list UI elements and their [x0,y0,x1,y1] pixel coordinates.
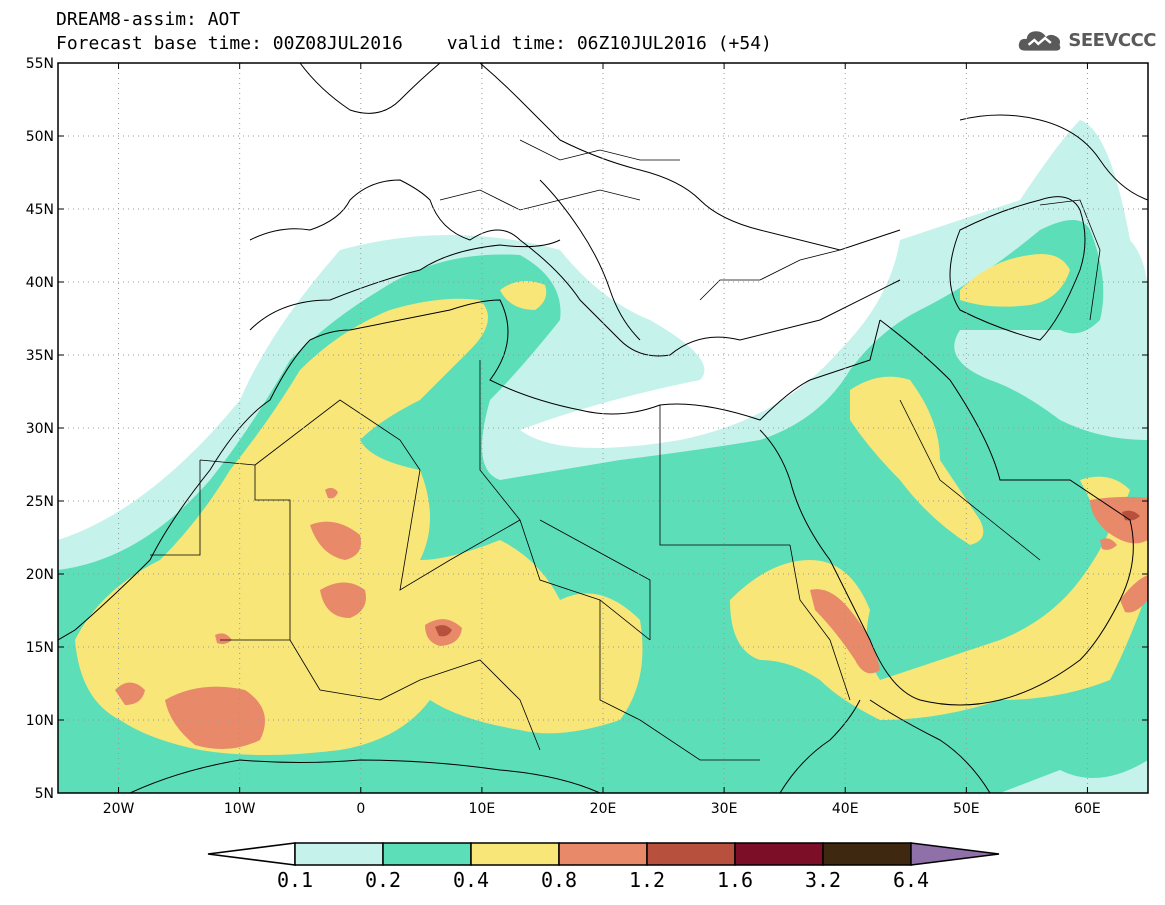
colorbar-label: 0.8 [541,868,577,892]
lon-tick-label: 20W [103,801,135,817]
lat-tick-label: 50N [26,129,54,145]
colorbar-label: 3.2 [805,868,841,892]
lat-tick-label: 20N [26,567,54,583]
forecast-base-time: Forecast base time: 00Z08JUL2016 [56,33,403,54]
lon-tick-label: 10W [224,801,256,817]
latitude-axis: 55N 50N 45N 40N 35N 30N 25N 20N 15N 10N 5N [26,56,1148,802]
map-title: DREAM8-assim: AOT [56,9,241,30]
colorbar-swatch [470,842,560,866]
longitude-axis: 20W 10W 0 10E 20E 30E 40E 50E 60E [103,63,1101,817]
map-subtitle: Forecast base time: 00Z08JUL2016 valid ti… [56,34,772,54]
colorbar-label: 6.4 [893,868,929,892]
lat-tick-label: 25N [26,494,54,510]
lon-tick-label: 50E [953,801,980,817]
colorbar-label: 1.2 [629,868,665,892]
colorbar-label: 0.2 [365,868,401,892]
gridlines [58,63,1148,793]
colorbar-swatch [734,842,824,866]
colorbar-label: 1.6 [717,868,753,892]
lat-tick-label: 15N [26,640,54,656]
coastlines [58,63,1148,793]
logo-text: SEEVCCC [1068,29,1156,51]
colorbar-swatch [294,842,384,866]
lon-tick-label: 30E [711,801,738,817]
lat-tick-label: 35N [26,348,54,364]
lat-tick-label: 55N [26,56,54,72]
lon-tick-label: 0 [356,801,365,817]
colorbar-over-arrow [910,842,1000,866]
lat-tick-label: 10N [26,713,54,729]
colorbar-under-arrow [207,842,296,866]
colorbar-label: 0.4 [453,868,489,892]
lat-tick-label: 30N [26,421,54,437]
political-borders [150,139,1101,761]
cloud-icon [1018,31,1061,51]
seevccc-logo: SEEVCCC [1016,22,1156,58]
valid-time: valid time: 06Z10JUL2016 (+54) [446,33,772,54]
lon-tick-label: 20E [590,801,617,817]
colorbar-swatch [646,842,736,866]
colorbar-label: 0.1 [277,868,313,892]
lat-tick-label: 5N [35,786,54,802]
lon-tick-label: 60E [1074,801,1101,817]
aot-field-1.2-1.6 [435,510,1140,637]
lat-tick-label: 45N [26,202,54,218]
lon-tick-label: 40E [832,801,859,817]
colorbar: 0.1 0.2 0.4 0.8 1.2 1.6 3.2 6.4 [207,842,1000,892]
lat-tick-label: 40N [26,275,54,291]
colorbar-swatch [558,842,648,866]
colorbar-swatch [822,842,912,866]
colorbar-swatch [382,842,472,866]
lon-tick-label: 10E [469,801,496,817]
